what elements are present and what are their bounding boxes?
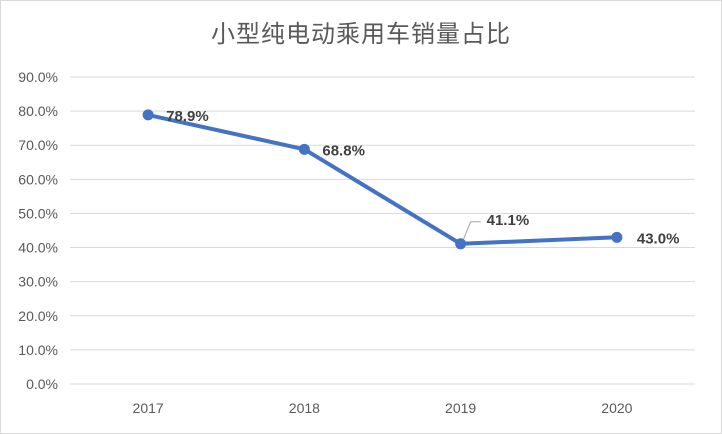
data-label-3: 43.0% — [637, 230, 680, 247]
data-label-0: 78.9% — [166, 108, 209, 125]
y-tick-label-8: 80.0% — [18, 103, 58, 119]
y-axis-ticks: 0.0% 10.0% 20.0% 30.0% 40.0% 50.0% 60.0% 70.0% 8… — [18, 69, 58, 392]
series-line — [142, 109, 623, 250]
x-tick-label-3: 2020 — [601, 400, 632, 416]
series-polyline — [146, 112, 619, 246]
y-tick-label-6: 60.0% — [18, 171, 58, 187]
data-point-0 — [142, 109, 154, 121]
y-tick-label-4: 40.0% — [18, 240, 58, 256]
x-tick-label-1: 2018 — [289, 400, 320, 416]
y-tick-label-5: 50.0% — [18, 205, 58, 221]
data-label-1: 68.8% — [322, 142, 365, 159]
y-tick-label-0: 0.0% — [26, 376, 58, 392]
data-point-3 — [611, 231, 623, 243]
x-axis-ticks: 2017 2018 2019 2020 — [133, 400, 633, 416]
y-tick-label-1: 10.0% — [18, 342, 58, 358]
data-point-1 — [298, 143, 310, 155]
data-label-2: 41.1% — [487, 212, 530, 229]
data-point-2 — [455, 238, 467, 250]
y-tick-label-3: 30.0% — [18, 274, 58, 290]
x-tick-label-2: 2019 — [445, 400, 476, 416]
chart-title: 小型纯电动乘用车销量占比 — [211, 20, 511, 48]
y-tick-label-7: 70.0% — [18, 137, 58, 153]
y-tick-label-2: 20.0% — [18, 308, 58, 324]
y-tick-label-9: 90.0% — [18, 69, 58, 85]
data-label-leader-2 — [463, 221, 481, 239]
gridlines — [70, 76, 695, 385]
data-labels: 78.9% 68.8% 41.1% 43.0% — [166, 108, 679, 247]
x-tick-label-0: 2017 — [133, 400, 164, 416]
